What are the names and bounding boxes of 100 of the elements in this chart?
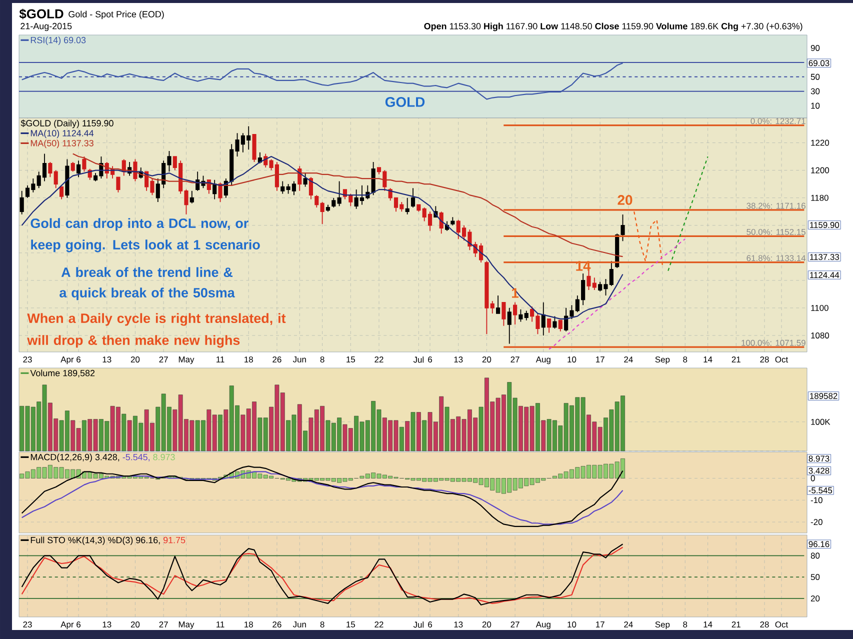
x-tick-label: 20 — [482, 356, 492, 362]
y-tick-label: 100K — [811, 418, 830, 425]
x-tick-label: 11 — [216, 622, 224, 628]
chart-subtitle: Gold - Spot Price (EOD) — [68, 10, 164, 20]
x-tick-label: Jun — [292, 622, 306, 628]
y-tick-label: 1180 — [811, 194, 828, 201]
x-tick-label: 28 — [760, 356, 769, 362]
y-tick-label: 1080 — [811, 332, 830, 338]
x-tick-label: 22 — [374, 622, 384, 628]
x-tick-label: 23 — [23, 356, 32, 362]
text: 189582 — [810, 392, 838, 399]
annotation: When a Daily cycle is right translated, it will drop & then make new highs — [27, 313, 286, 348]
text: 21-Aug-2015 — [20, 22, 72, 32]
x-tick-label: 21 — [732, 356, 740, 362]
y-tick-label: 10 — [811, 102, 820, 109]
x-tick-label: 6 — [428, 622, 432, 628]
x-tick-label: 13 — [102, 356, 112, 362]
text: 1124.44 — [810, 272, 840, 278]
legend-label: MA(10) 1124.44 — [30, 130, 94, 138]
annotation: -5.545 — [808, 487, 832, 494]
y-tick-label: 20 — [810, 595, 820, 602]
x-tick-label: Aug — [536, 622, 550, 630]
x-tick-label: 22 — [374, 356, 384, 362]
text: 1137.33 — [810, 254, 840, 260]
x-tick-label: 14 — [704, 356, 712, 362]
x-tick-label: Jul — [413, 622, 424, 628]
ref-line-label: 61.8%: 1133.14 — [746, 255, 806, 262]
x-tick-label: 24 — [624, 356, 633, 362]
y-tick-label: 50 — [810, 74, 820, 80]
x-tick-label: 17 — [596, 356, 604, 362]
x-tick-label: 15 — [346, 622, 356, 628]
annotation: 1 — [512, 288, 519, 298]
x-tick-label: 10 — [568, 356, 576, 362]
x-tick-label: 27 — [510, 356, 520, 362]
legend-label: MACD(12,26,9) 3.428, — [30, 454, 120, 462]
annotation: 69.03 — [808, 60, 830, 66]
x-tick-label: 18 — [244, 356, 253, 362]
y-tick-label: 30 — [810, 88, 820, 94]
ref-line-label: 0.0%: 1232.71 — [750, 118, 806, 124]
x-tick-label: 8 — [683, 622, 688, 628]
x-tick-label: Apr — [60, 622, 74, 630]
x-tick-label: 8 — [320, 356, 324, 362]
x-tick-label: Aug — [536, 356, 550, 364]
y-tick-label: 90 — [810, 44, 820, 51]
x-tick-label: Sep — [655, 356, 670, 364]
legend-label: Full STO %K(14,3) %D(3) 96.16, — [30, 536, 160, 546]
x-tick-label: 17 — [596, 622, 604, 628]
x-tick-label: Oct — [775, 356, 788, 362]
x-tick-label: 27 — [510, 622, 520, 628]
chart-title: $GOLD — [19, 8, 64, 20]
y-tick-label: 80 — [810, 552, 820, 559]
x-tick-label: 11 — [216, 356, 224, 362]
x-tick-label: Sep — [655, 622, 670, 630]
x-tick-label: Jun — [292, 356, 306, 362]
legend-title: $GOLD (Daily) 1159.90 — [20, 120, 114, 128]
legend-label: RSI(14) 69.03 — [30, 36, 86, 46]
x-tick-label: 13 — [102, 622, 112, 628]
series-label: Volume 189,582 — [30, 370, 95, 378]
legend-label: MA(50) 1137.33 — [30, 140, 94, 148]
x-tick-label: 20 — [130, 356, 140, 362]
y-tick-label: 1220 — [811, 140, 830, 146]
x-tick-label: 28 — [760, 622, 769, 628]
ref-line-label: 100.0%: 1071.59 — [742, 340, 806, 346]
annotation: 96.16 — [808, 541, 830, 548]
x-tick-label: 26 — [272, 622, 282, 628]
x-tick-label: 23 — [23, 622, 32, 628]
x-tick-label: 8 — [320, 622, 324, 628]
y-tick-label: 50 — [810, 574, 820, 580]
annotation: 14 — [576, 261, 591, 271]
x-tick-label: 15 — [346, 356, 356, 362]
x-tick-label: Apr — [60, 356, 74, 364]
x-tick-label: 6 — [428, 356, 432, 362]
y-tick-label: -10 — [810, 497, 822, 504]
annotation: 8.973 — [808, 456, 830, 462]
x-tick-label: 18 — [244, 622, 253, 628]
y-tick-label: 0 — [810, 475, 815, 482]
x-tick-label: 20 — [130, 622, 140, 628]
x-tick-label: 10 — [568, 622, 576, 628]
y-tick-label: -20 — [810, 519, 822, 526]
x-tick-label: 13 — [454, 622, 463, 628]
x-tick-label: 26 — [272, 356, 282, 362]
x-tick-label: 13 — [454, 356, 463, 362]
series-label: 8.973 — [153, 454, 175, 460]
ref-line-label: 50.0%: 1152.15 — [746, 228, 806, 235]
text: Open 1153.30 High 1167.90 Low 1148.50 Close 1159.90 Volume 189.6K Chg +7.30 (+0.63%) — [424, 22, 802, 32]
x-tick-label: May — [178, 622, 194, 630]
annotation: 20 — [618, 195, 632, 205]
x-tick-label: Oct — [775, 622, 788, 628]
x-tick-label: 6 — [76, 622, 81, 628]
x-tick-label: Jul — [413, 356, 424, 363]
x-tick-label: 21 — [732, 622, 740, 628]
x-tick-label: 27 — [159, 356, 168, 362]
x-tick-label: 20 — [482, 622, 492, 628]
annotation: A break of the trend line & a quick break of the 50sma — [60, 267, 235, 300]
x-tick-label: 6 — [76, 356, 81, 362]
x-tick-label: 27 — [159, 622, 168, 628]
text: 1159.90 — [810, 222, 840, 228]
x-tick-label: 24 — [624, 622, 633, 628]
text: 91.75 — [164, 536, 186, 544]
ref-line-label: 38.2%: 1171.16 — [746, 202, 806, 209]
